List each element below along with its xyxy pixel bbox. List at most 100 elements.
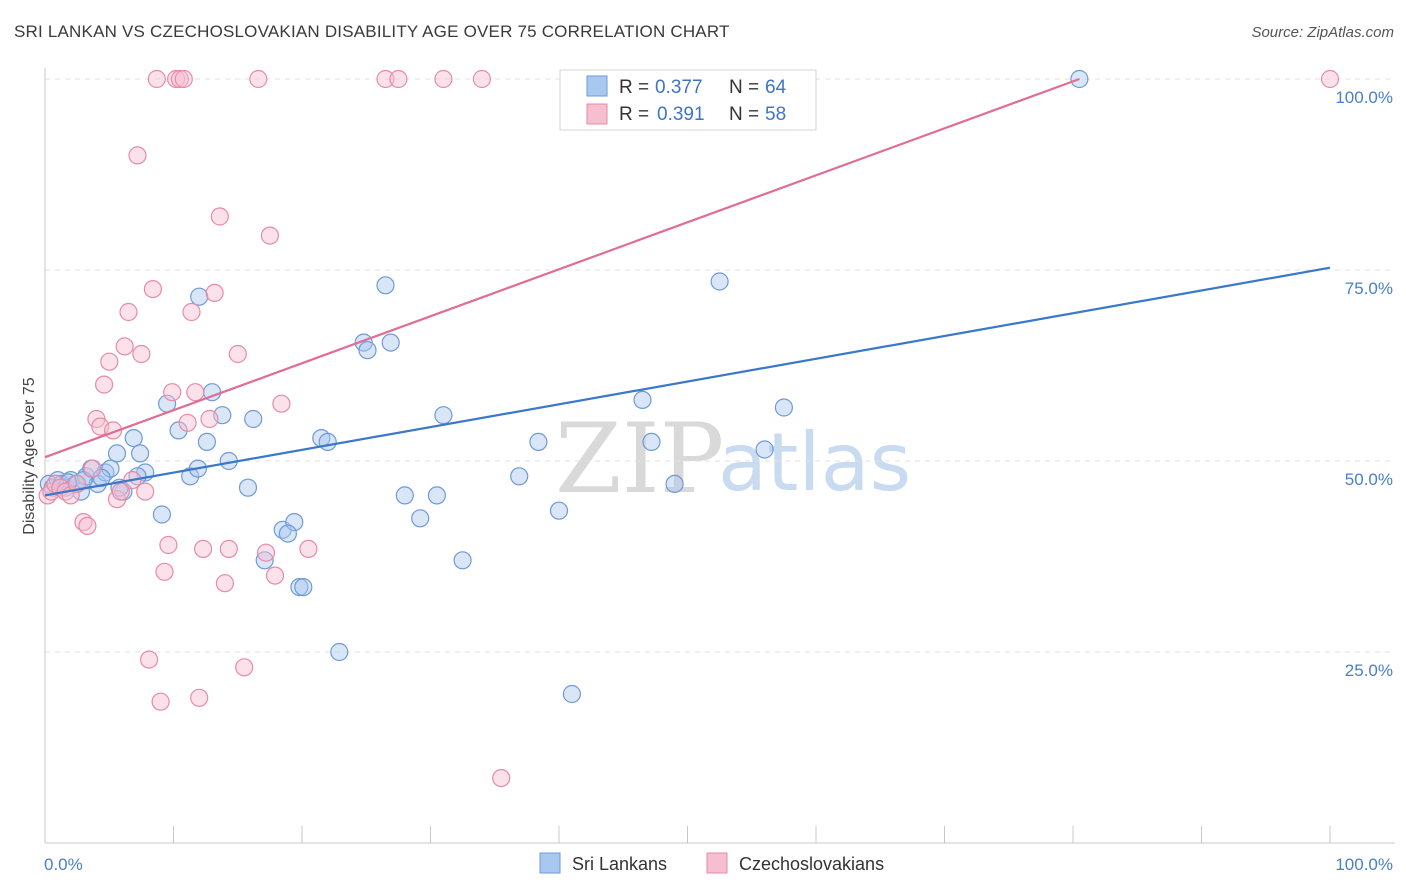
trend-line-sri-lankans <box>44 266 1331 497</box>
bottom-legend-label-czechoslovakians: Czechoslovakians <box>739 854 884 874</box>
point-sri-lankans-13 <box>107 444 127 463</box>
point-sri-lankans-38 <box>358 341 377 360</box>
point-czechoslovakians-40 <box>210 207 229 226</box>
point-czechoslovakians-37 <box>194 539 213 559</box>
point-czechoslovakians-43 <box>228 344 247 364</box>
point-czechoslovakians-17 <box>115 337 134 356</box>
x-tick-label-0: 0.0% <box>44 855 83 874</box>
point-sri-lankans-40 <box>381 333 400 352</box>
legend-n-value-1: 58 <box>765 104 786 125</box>
grid-lines <box>45 78 1395 653</box>
point-sri-lankans-31 <box>278 524 297 543</box>
point-czechoslovakians-32 <box>174 69 193 89</box>
point-sri-lankans-16 <box>131 444 150 463</box>
bottom-legend-swatch-sri-lankans <box>539 852 561 874</box>
point-sri-lankans-52 <box>665 474 684 493</box>
legend-swatch-czechoslovakians <box>586 103 608 125</box>
point-sri-lankans-32 <box>290 577 309 597</box>
point-sri-lankans-60 <box>190 287 209 306</box>
point-sri-lankans-47 <box>529 432 548 451</box>
point-sri-lankans-51 <box>642 432 661 451</box>
point-czechoslovakians-13 <box>100 352 119 371</box>
watermark-zip: ZIP <box>555 403 724 515</box>
point-sri-lankans-44 <box>434 406 453 425</box>
point-sri-lankans-26 <box>238 478 258 497</box>
point-czechoslovakians-12 <box>94 375 114 394</box>
point-czechoslovakians-51 <box>376 69 395 89</box>
point-sri-lankans-59 <box>152 505 171 524</box>
point-czechoslovakians-8 <box>78 516 97 536</box>
point-sri-lankans-55 <box>774 398 794 417</box>
point-sri-lankans-27 <box>244 409 263 429</box>
point-sri-lankans-39 <box>376 276 395 295</box>
legend-n-value-0: 64 <box>765 77 787 98</box>
point-czechoslovakians-16 <box>111 482 130 501</box>
point-czechoslovakians-24 <box>143 280 162 299</box>
point-sri-lankans-43 <box>427 486 446 505</box>
legend: R = 0.377 N = 64 R = 0.391 N = 58 <box>559 69 817 131</box>
point-sri-lankans-50 <box>633 390 652 409</box>
point-sri-lankans-15 <box>124 429 143 448</box>
legend-n-label-1: N = <box>729 104 759 125</box>
point-sri-lankans-22 <box>197 432 216 451</box>
point-czechoslovakians-22 <box>136 482 155 501</box>
trend-lines <box>44 77 1331 497</box>
point-czechoslovakians-50 <box>299 539 318 559</box>
point-czechoslovakians-38 <box>200 409 219 429</box>
point-czechoslovakians-27 <box>155 562 174 581</box>
point-sri-lankans-33 <box>294 577 313 597</box>
legend-r-label-1: R = <box>619 104 649 125</box>
point-czechoslovakians-25 <box>147 69 166 89</box>
point-czechoslovakians-23 <box>140 650 159 669</box>
bottom-legend-label-sri-lankans: Sri Lankans <box>572 854 667 874</box>
point-czechoslovakians-54 <box>472 69 491 89</box>
x-tick-labels: 0.0% 100.0% <box>44 855 1393 874</box>
watermark: ZIP atlas <box>555 403 911 515</box>
point-czechoslovakians-42 <box>219 539 238 559</box>
point-sri-lankans-53 <box>710 272 729 291</box>
trend-line-czechoslovakians <box>44 77 1080 459</box>
y-tick-label-1: 50.0% <box>1345 470 1393 489</box>
point-sri-lankans-36 <box>330 642 349 662</box>
point-czechoslovakians-33 <box>178 413 197 432</box>
point-sri-lankans-46 <box>510 467 529 486</box>
point-czechoslovakians-44 <box>235 658 254 677</box>
point-sri-lankans-30 <box>285 512 304 532</box>
point-czechoslovakians-20 <box>128 146 147 165</box>
point-sri-lankans-49 <box>562 684 582 704</box>
point-czechoslovakians-21 <box>132 344 151 364</box>
axes <box>44 68 1395 844</box>
series-sri-lankans <box>39 69 1089 704</box>
chart-title: SRI LANKAN VS CZECHOSLOVAKIAN DISABILITY… <box>14 22 730 41</box>
point-sri-lankans-28 <box>255 551 274 570</box>
source-label: Source: ZipAtlas.com <box>1251 24 1394 41</box>
legend-r-value-1: 0.391 <box>657 104 705 125</box>
y-axis-title: Disability Age Over 75 <box>21 377 38 535</box>
y-tick-label-2: 75.0% <box>1345 279 1393 298</box>
point-czechoslovakians-57 <box>1320 69 1340 89</box>
point-czechoslovakians-46 <box>256 543 276 562</box>
legend-r-label-0: R = <box>619 77 649 98</box>
point-sri-lankans-45 <box>453 551 472 570</box>
point-czechoslovakians-45 <box>249 69 268 89</box>
legend-swatch-sri-lankans <box>586 75 608 97</box>
point-czechoslovakians-48 <box>265 566 285 585</box>
point-czechoslovakians-9 <box>83 459 102 478</box>
point-sri-lankans-42 <box>411 509 430 528</box>
bottom-legend: Sri Lankans Czechoslovakians <box>539 852 884 874</box>
point-czechoslovakians-29 <box>163 383 182 402</box>
y-tick-label-0: 25.0% <box>1345 661 1393 680</box>
bottom-legend-swatch-czechoslovakians <box>706 852 728 874</box>
watermark-atlas: atlas <box>718 416 911 509</box>
point-czechoslovakians-30 <box>167 69 186 89</box>
point-czechoslovakians-39 <box>205 283 224 302</box>
point-czechoslovakians-52 <box>389 69 408 89</box>
point-czechoslovakians-47 <box>260 226 279 245</box>
point-czechoslovakians-28 <box>159 535 178 555</box>
y-tick-labels: 25.0% 50.0% 75.0% 100.0% <box>1335 88 1393 680</box>
point-czechoslovakians-49 <box>272 394 291 413</box>
point-sri-lankans-54 <box>755 440 774 459</box>
point-czechoslovakians-18 <box>119 302 138 322</box>
point-czechoslovakians-53 <box>434 69 453 89</box>
